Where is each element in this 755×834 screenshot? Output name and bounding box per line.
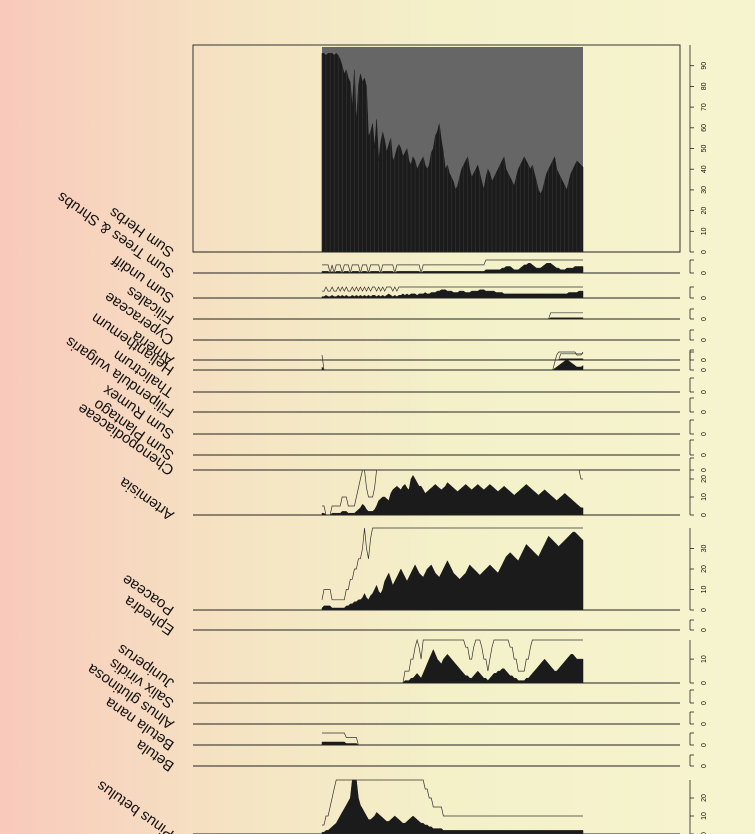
series-area-20 [321,779,584,834]
tick-label: 0 [701,390,708,394]
tick-label: 0 [701,681,708,685]
tick-label: 30 [701,545,708,553]
tick-label: 30 [701,186,708,194]
tick-label: 0 [701,701,708,705]
series-exaggeration-line-6 [321,351,584,371]
tick-label: 0 [701,832,708,834]
tick-label: 10 [701,227,708,235]
taxon-label-12: Artemisia [116,473,177,523]
tick-label: 50 [701,145,708,153]
series-area-13 [321,531,584,611]
tick-label: 0 [701,513,708,517]
tick-label: 0 [701,250,708,254]
tick-label: 0 [701,296,708,300]
tick-label: 0 [701,432,708,436]
tick-label: 80 [701,82,708,90]
series-exaggeration-line-5 [322,353,583,361]
tick-label: 0 [701,468,708,472]
series-area-12 [321,474,584,516]
series-exaggeration-line-18 [322,732,583,746]
tick-label: 20 [701,794,708,802]
tick-label: 60 [701,124,708,132]
tick-label: 0 [701,722,708,726]
series-exaggeration-line-20 [322,779,583,826]
tick-label: 0 [701,368,708,372]
series-exaggeration-line-2 [322,286,583,292]
series-area-15 [322,648,584,684]
series-area-2 [321,289,584,299]
series-exaggeration-line-1 [322,259,583,274]
tick-label: 40 [701,165,708,173]
tick-label: 0 [701,743,708,747]
series-area-0 [321,52,584,253]
series-area-1 [321,263,584,274]
tick-label: 0 [701,410,708,414]
tick-label: 10 [701,586,708,594]
tick-label: 20 [701,207,708,215]
tick-label: 0 [701,608,708,612]
tick-label: 10 [701,493,708,501]
tick-label: 0 [701,764,708,768]
series-area-6 [321,359,584,371]
series-exaggeration-line-13 [321,527,583,601]
tick-label: 0 [701,317,708,321]
series-exaggeration-line-12 [322,469,583,516]
tick-label: 90 [701,62,708,70]
tick-label: 10 [701,812,708,820]
tick-label: 10 [701,655,708,663]
tick-label: 70 [701,103,708,111]
tick-label: 20 [701,475,708,483]
series-exaggeration-line-3 [322,312,583,320]
tick-label: 0 [701,358,708,362]
taxon-label-20: Pinus betulus [94,777,178,834]
tick-label: 0 [701,628,708,632]
tick-label: 0 [701,453,708,457]
tick-label: 0 [701,338,708,342]
tick-label: 0 [701,271,708,275]
tick-label: 20 [701,565,708,573]
